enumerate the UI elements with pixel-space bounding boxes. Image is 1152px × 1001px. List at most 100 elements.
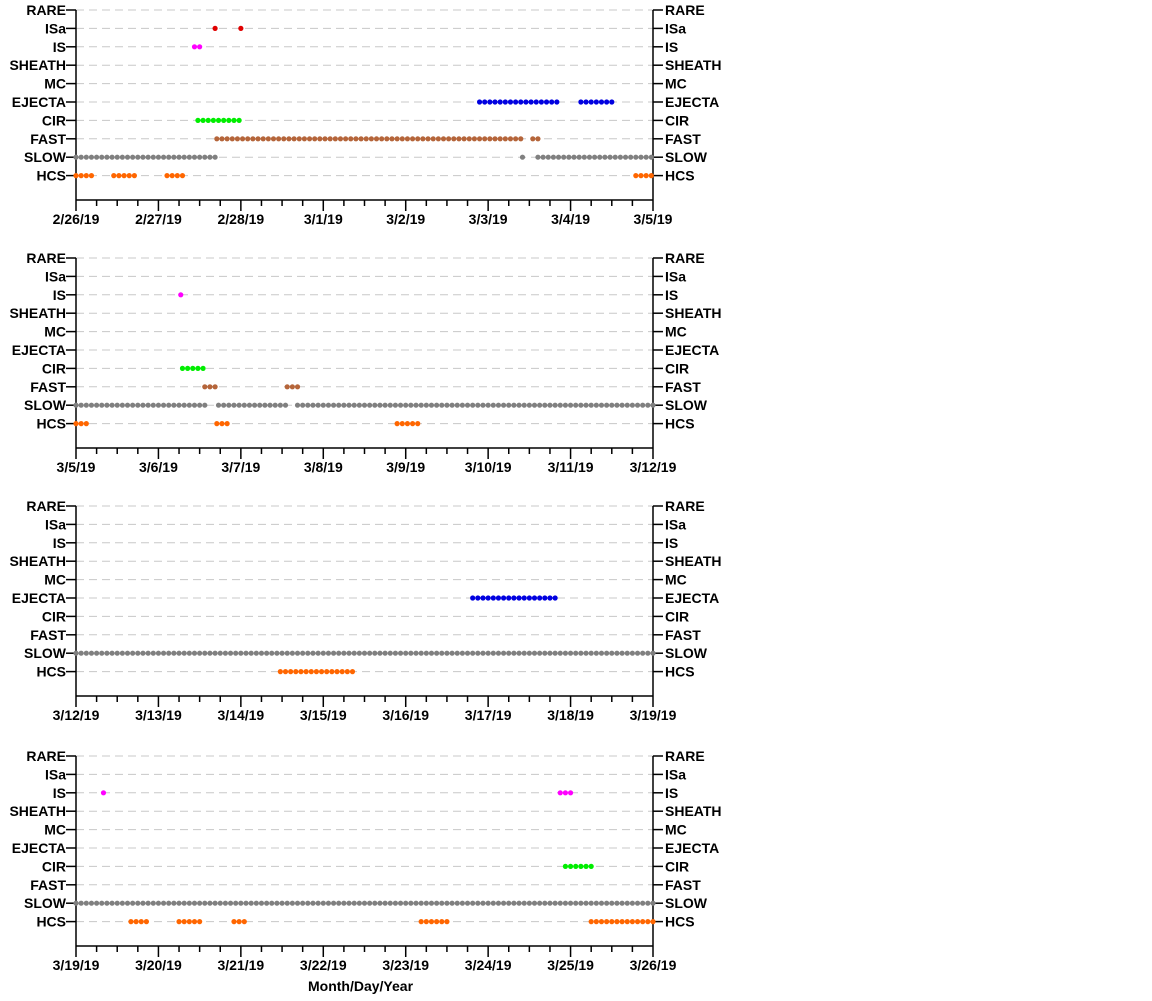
data-point-slow: [289, 650, 295, 656]
y-tick-label-left: HCS: [36, 416, 66, 432]
y-tick-label-left: FAST: [30, 877, 66, 893]
data-point-slow: [607, 154, 613, 160]
data-point-slow: [202, 900, 208, 906]
data-point-cir: [190, 365, 196, 371]
data-point-slow: [413, 650, 419, 656]
data-point-slow: [428, 402, 435, 408]
data-point-slow: [119, 402, 125, 408]
data-point-slow: [233, 650, 239, 656]
data-point-fast: [530, 136, 536, 142]
data-point-slow: [439, 650, 445, 656]
data-point-slow: [145, 402, 151, 408]
data-point-slow: [236, 402, 242, 408]
y-tick-label-right: MC: [665, 572, 687, 588]
data-point-slow: [550, 154, 556, 160]
data-point-slow: [305, 650, 311, 656]
data-point-slow: [490, 900, 496, 906]
data-point-slow: [454, 650, 460, 656]
data-point-slow: [604, 402, 610, 408]
data-point-slow: [253, 650, 259, 656]
data-point-fast: [502, 136, 508, 142]
data-point-cir: [588, 863, 594, 870]
data-point-slow: [243, 650, 249, 656]
data-point-slow: [217, 650, 223, 656]
data-point-slow: [171, 154, 177, 160]
data-point-fast: [276, 136, 282, 142]
data-point-slow: [94, 402, 100, 408]
data-point-hcs: [241, 919, 247, 925]
y-tick-label-right: EJECTA: [665, 342, 719, 358]
data-point-slow: [542, 900, 548, 906]
data-point-fast: [284, 384, 290, 390]
data-point-slow: [413, 900, 419, 906]
data-point-fast: [286, 136, 292, 142]
data-point-slow: [557, 650, 563, 656]
data-point-ejecta: [593, 99, 599, 105]
data-point-slow: [475, 402, 481, 408]
data-point-ejecta: [526, 595, 532, 601]
data-point-hcs: [303, 669, 309, 675]
data-point-slow: [150, 900, 156, 906]
data-point-slow: [341, 650, 347, 656]
y-tick-label-right: MC: [665, 324, 687, 340]
data-point-slow: [555, 154, 562, 160]
data-point-slow: [464, 900, 471, 906]
data-point-slow: [160, 154, 167, 160]
data-point-slow: [212, 900, 218, 906]
x-tick-label: 2/28/19: [217, 211, 264, 227]
data-point-slow: [346, 650, 352, 656]
data-point-fast: [425, 136, 431, 142]
data-point-slow: [351, 900, 357, 906]
data-point-slow: [382, 900, 388, 906]
data-point-slow: [258, 900, 265, 906]
data-point-fast: [466, 136, 472, 142]
data-point-hcs: [191, 919, 198, 925]
data-point-slow: [506, 650, 512, 656]
y-tick-label-left: FAST: [30, 627, 66, 643]
data-point-cir: [573, 863, 579, 870]
data-point-is: [557, 790, 563, 796]
y-tick-label-right: CIR: [665, 858, 689, 874]
data-point-slow: [444, 900, 450, 906]
data-point-slow: [428, 900, 435, 906]
data-point-ejecta: [533, 99, 539, 105]
data-point-hcs: [313, 669, 320, 675]
data-point-cir: [236, 117, 242, 123]
data-point-hcs: [434, 919, 440, 925]
data-point-hcs: [409, 421, 416, 427]
data-point-hcs: [131, 173, 137, 179]
data-point-slow: [403, 402, 409, 408]
data-point-hcs: [614, 919, 620, 925]
data-point-hcs: [111, 173, 117, 179]
data-point-hcs: [83, 421, 89, 427]
data-point-slow: [387, 900, 393, 906]
data-point-ejecta: [476, 99, 483, 105]
data-point-slow: [315, 650, 321, 656]
data-point-slow: [583, 402, 589, 408]
data-point-slow: [562, 900, 569, 906]
y-tick-label-right: SLOW: [665, 149, 708, 165]
data-point-slow: [464, 650, 471, 656]
data-point-slow: [351, 650, 357, 656]
data-point-slow: [561, 154, 567, 160]
data-point-slow: [341, 900, 347, 906]
data-point-cir: [205, 117, 211, 123]
data-point-slow: [428, 650, 435, 656]
data-point-slow: [145, 900, 151, 906]
data-point-slow: [609, 402, 615, 408]
x-tick-label: 3/22/19: [300, 957, 347, 973]
data-point-slow: [269, 650, 275, 656]
data-point-cir: [583, 863, 589, 870]
data-point-slow: [130, 900, 136, 906]
data-point-slow: [597, 154, 603, 160]
data-point-slow: [640, 900, 646, 906]
data-point-ejecta: [531, 595, 538, 601]
x-tick-label: 3/19/19: [630, 707, 677, 723]
y-tick-label-right: ISa: [665, 20, 686, 36]
data-point-slow: [253, 900, 259, 906]
data-point-ejecta: [542, 595, 548, 601]
data-point-fast: [384, 136, 390, 142]
data-point-slow: [78, 650, 84, 656]
x-tick-label: 3/4/19: [551, 211, 590, 227]
data-point-hcs: [439, 919, 445, 925]
